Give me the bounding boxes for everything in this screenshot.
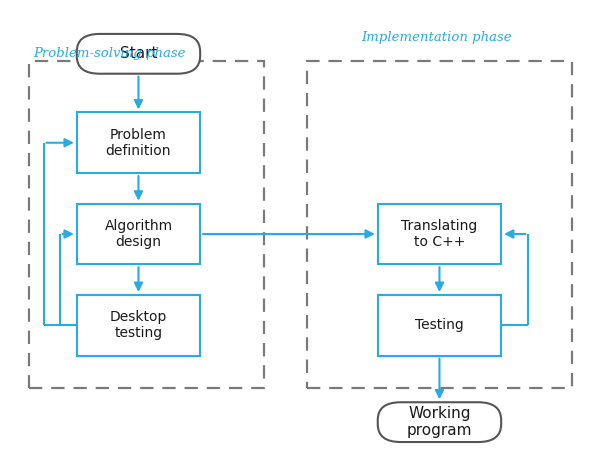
Text: Desktop
testing: Desktop testing: [110, 310, 167, 340]
FancyBboxPatch shape: [77, 112, 200, 173]
FancyBboxPatch shape: [77, 204, 200, 264]
Bar: [29, 61, 264, 388]
FancyBboxPatch shape: [378, 402, 501, 442]
FancyBboxPatch shape: [378, 295, 501, 356]
Text: Problem-solving phase: Problem-solving phase: [33, 47, 185, 60]
Text: Start: Start: [120, 46, 157, 61]
FancyBboxPatch shape: [77, 295, 200, 356]
FancyBboxPatch shape: [77, 34, 200, 73]
Text: Implementation phase: Implementation phase: [361, 31, 512, 44]
Text: Working
program: Working program: [407, 406, 472, 439]
Bar: [307, 61, 572, 388]
Text: Problem
definition: Problem definition: [106, 128, 171, 158]
Text: Algorithm
design: Algorithm design: [104, 219, 173, 249]
FancyBboxPatch shape: [378, 204, 501, 264]
Text: Translating
to C++: Translating to C++: [402, 219, 477, 249]
Text: Testing: Testing: [415, 318, 464, 332]
